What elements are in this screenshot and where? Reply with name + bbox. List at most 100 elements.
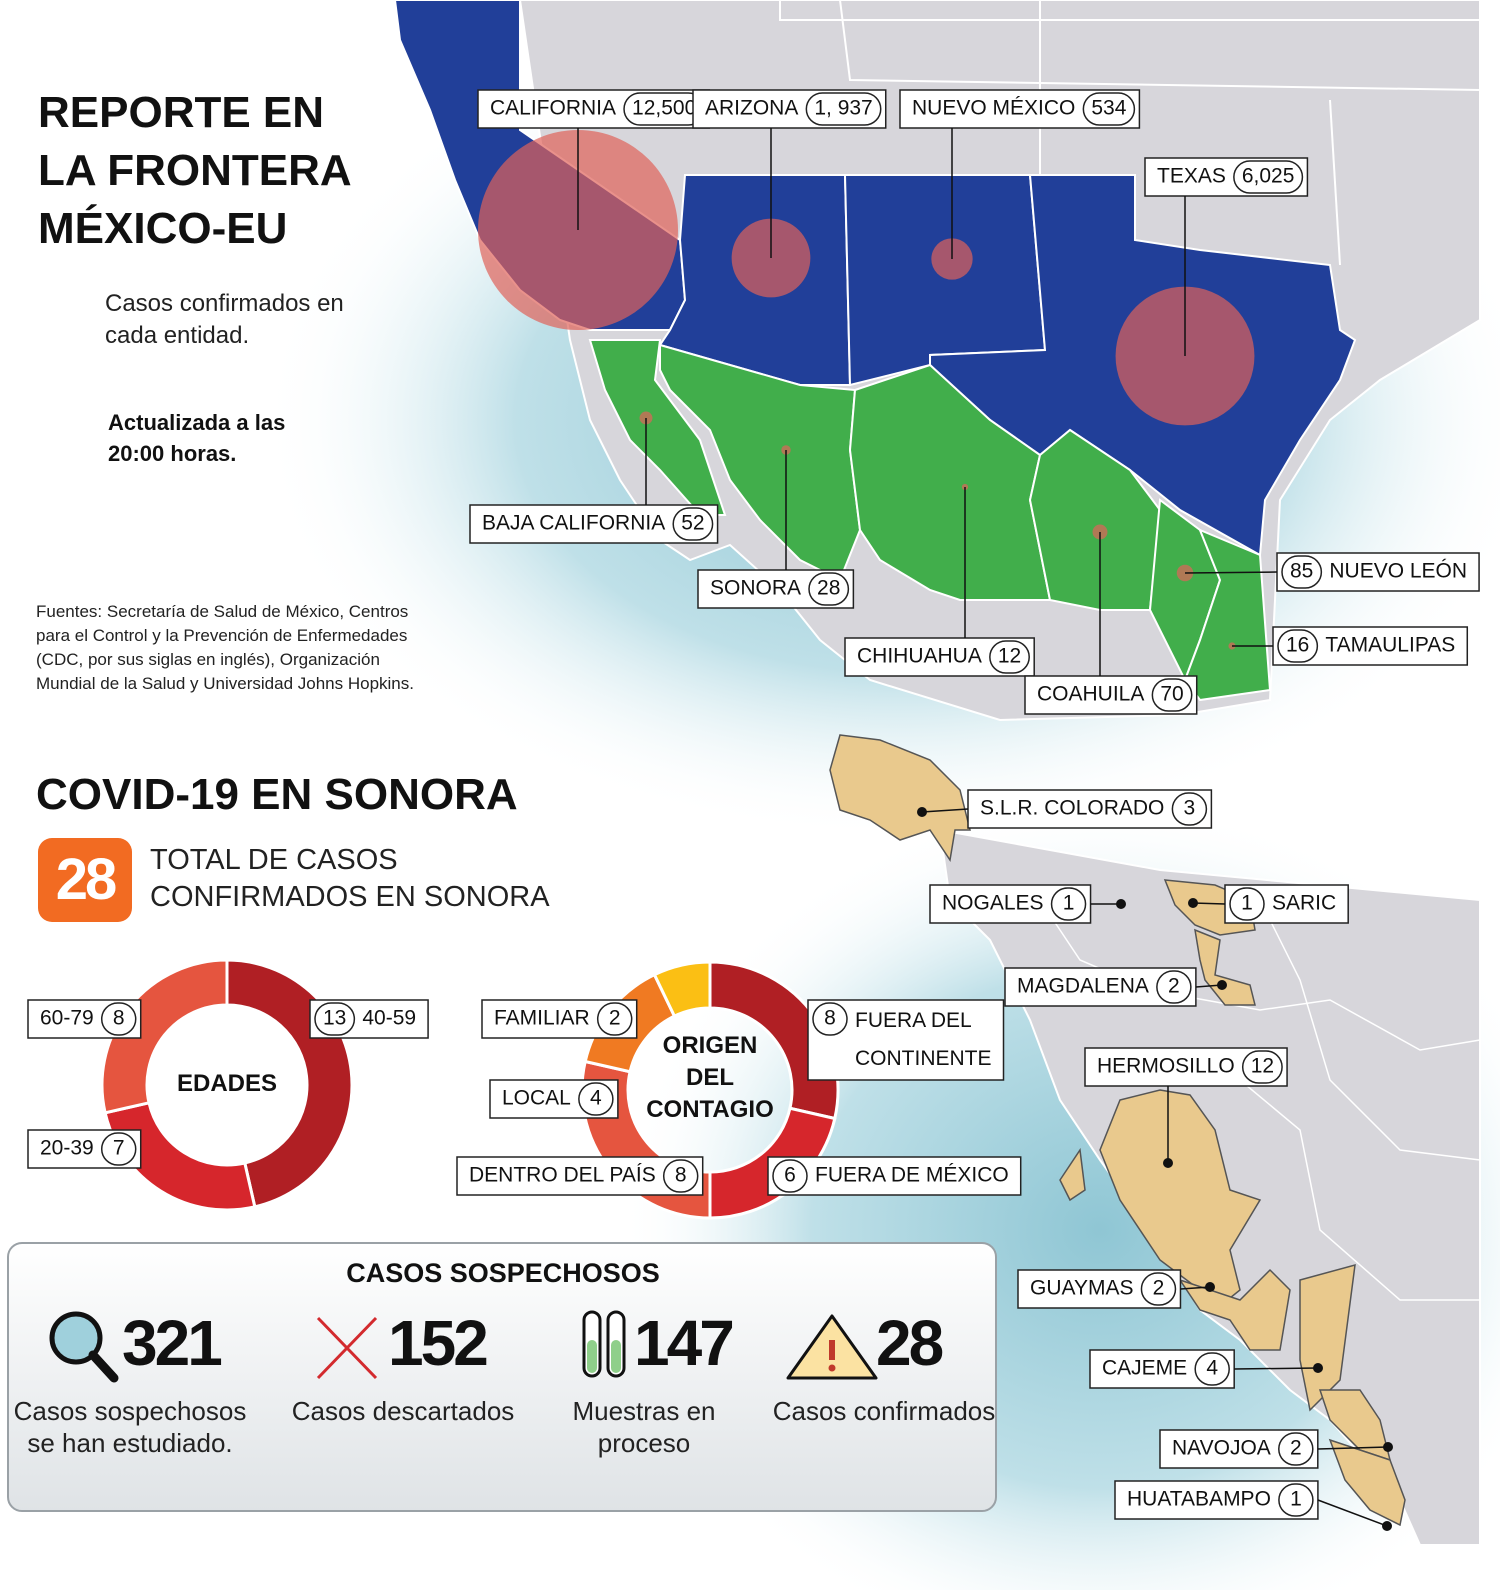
label-name: HUATABAMPO: [1127, 1488, 1271, 1511]
stat-number: 147: [634, 1307, 732, 1379]
tube-liquid: [611, 1340, 621, 1373]
state-line: [1329, 99, 1341, 266]
warning-mark: [828, 1364, 836, 1372]
label-box: CHIHUAHUA 12: [844, 637, 1035, 677]
value-pill: [1171, 792, 1208, 826]
value-pill: [578, 1082, 614, 1116]
municipal-line: [1239, 1079, 1480, 1301]
value-pill: [100, 1132, 137, 1166]
value-pill: [1241, 1050, 1283, 1084]
label-value: 2: [609, 1007, 621, 1030]
value-pill: [1278, 1432, 1314, 1466]
label-name: SARIC: [1272, 892, 1336, 915]
stat-caption: Casos confirmados: [772, 1396, 996, 1426]
value-pill: [989, 640, 1030, 674]
label-box: CAJEME 4: [1089, 1349, 1235, 1389]
leader-line: [1317, 1499, 1388, 1527]
panel-title: CASOS SOSPECHOSOS: [346, 1258, 660, 1288]
stat-number: 321: [122, 1307, 221, 1379]
label-value: 2: [1290, 1437, 1302, 1460]
label-name: NUEVO LEÓN: [1329, 560, 1467, 583]
stat-number: 152: [388, 1307, 487, 1379]
update-note: Actualizada a las 20:00 horas.: [108, 410, 286, 466]
label-frame: [456, 1156, 704, 1196]
label-box: FAMILIAR 2: [481, 999, 638, 1039]
label-value: 1: [1290, 1488, 1302, 1511]
municipality: [1328, 1438, 1406, 1527]
leader-line: [1317, 1446, 1389, 1450]
label-box: DENTRO DEL PAÍS 8: [456, 1156, 704, 1196]
mx-state: [848, 363, 1052, 601]
label-box: SARIC 1: [1224, 884, 1349, 924]
value-pill: [1050, 887, 1087, 921]
value-pill: [100, 1002, 137, 1036]
label-box: GUAYMAS 2: [1017, 1269, 1182, 1309]
sources: Fuentes: Secretaría de Salud de México, …: [36, 602, 414, 693]
leader-line: [1184, 571, 1278, 574]
donut-center-label: EDADES: [176, 1070, 278, 1097]
label-name: CAJEME: [1102, 1357, 1187, 1380]
location-dot: [1313, 1363, 1323, 1373]
label-value: 8: [824, 1007, 836, 1030]
section-title: COVID-19 EN SONORA: [36, 770, 518, 819]
value-pill: [1277, 629, 1319, 663]
label-name: MAGDALENA: [1017, 975, 1149, 998]
panel: [7, 1242, 997, 1512]
label-value: 12: [1251, 1055, 1274, 1078]
value-pill: [596, 1002, 633, 1036]
leader-line: [1234, 1367, 1319, 1370]
stat-caption: Muestras en proceso: [572, 1396, 716, 1458]
label-box: NUEVO MÉXICO 534: [899, 89, 1141, 129]
location-dot: [1205, 1282, 1215, 1292]
value-pill: [1140, 1272, 1177, 1306]
label-name: 40-59: [362, 1007, 416, 1030]
stat-caption: Casos descartados: [291, 1396, 515, 1426]
donut-segment: [103, 1101, 257, 1212]
label-name: NAVOJOA: [1172, 1437, 1271, 1460]
total-number: 28: [38, 838, 132, 922]
label-value: 2: [1168, 975, 1180, 998]
label-value: 52: [681, 512, 704, 535]
label-value: 6: [784, 1164, 796, 1187]
label-box: 60-79 8: [27, 999, 142, 1039]
municipality: [829, 734, 971, 862]
label-name: BAJA CALIFORNIA: [482, 512, 665, 535]
label-name: LOCAL: [502, 1087, 571, 1110]
label-name: S.L.R. COLORADO: [980, 797, 1164, 820]
island: [1059, 1147, 1086, 1202]
value-pill: [808, 572, 850, 606]
label-name: FUERA DE MÉXICO: [815, 1164, 1009, 1187]
label-box: BAJA CALIFORNIA 52: [469, 504, 719, 544]
tube-liquid: [587, 1340, 597, 1373]
label-box: FUERA DEL CONTINENTE 8: [807, 999, 1005, 1081]
label-box: NAVOJOA 2: [1159, 1429, 1319, 1469]
label-box: NUEVO LEÓN 85: [1276, 552, 1480, 592]
label-name: HERMOSILLO: [1097, 1055, 1235, 1078]
label-frame: [767, 1156, 1022, 1196]
value-pill: [1156, 970, 1192, 1004]
value-pill: [1281, 555, 1323, 589]
stat-number: 28: [876, 1307, 943, 1379]
magnifier-handle: [88, 1350, 119, 1383]
label-name: 20-39: [40, 1137, 94, 1160]
label-value: 4: [590, 1087, 602, 1110]
label-value: 1: [1063, 892, 1075, 915]
discard-icon: [316, 1316, 378, 1380]
value-pill: [672, 507, 714, 541]
value-pill: [662, 1159, 699, 1193]
label-box: NOGALES 1: [929, 884, 1092, 924]
label-box: LOCAL 4: [489, 1079, 619, 1119]
label-name: 60-79: [40, 1007, 94, 1030]
value-pill: [1278, 1483, 1314, 1517]
label-value: 13: [323, 1007, 346, 1030]
label-name: CALIFORNIA: [490, 97, 616, 120]
label-box: 40-59 13: [309, 999, 429, 1039]
municipal-line: [1259, 899, 1481, 1161]
leader-line: [1192, 902, 1226, 905]
label-name: TAMAULIPAS: [1325, 634, 1455, 657]
label-value: 28: [817, 577, 840, 600]
value-pill: [1194, 1352, 1230, 1386]
leader-line: [921, 808, 969, 813]
label-value: 70: [1160, 683, 1183, 706]
